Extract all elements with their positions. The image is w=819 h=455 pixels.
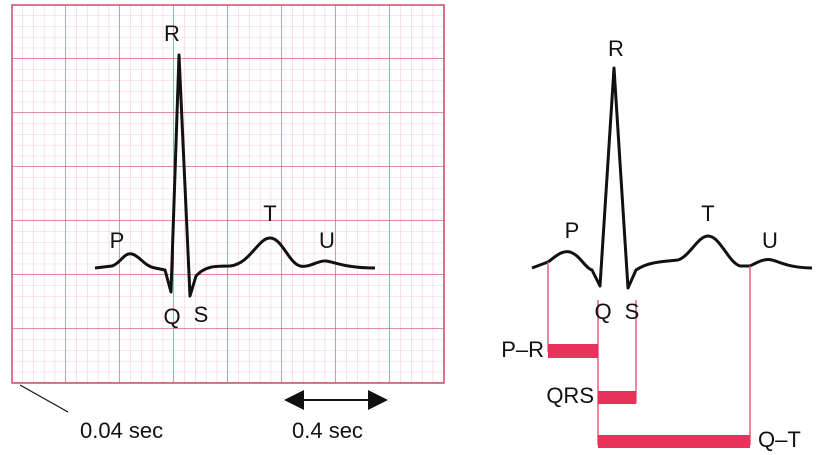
interval-bars [548, 344, 750, 448]
wave-label: S [194, 302, 209, 327]
wave-label: R [608, 36, 624, 61]
scale-label: 0.04 sec [80, 418, 163, 443]
left-waveform [94, 53, 376, 298]
wave-label: P [110, 228, 125, 253]
wave-label: S [625, 299, 640, 324]
wave-label: R [164, 21, 180, 46]
wave-label: U [319, 228, 335, 253]
wave-label: U [762, 228, 778, 253]
wave-label: Q [163, 304, 180, 329]
interval-label: QRS [546, 383, 594, 408]
wave-label: T [263, 201, 276, 226]
right-waveform [531, 66, 813, 290]
interval-lines [547, 262, 751, 445]
wave-label: T [701, 201, 714, 226]
interval-label: P–R [501, 337, 544, 362]
wave-label: P [565, 218, 580, 243]
scale-label: 0.4 sec [292, 418, 363, 443]
wave-label: Q [594, 299, 611, 324]
ecg-grid [11, 4, 445, 384]
interval-label: Q–T [758, 427, 801, 452]
pointer-line [19, 384, 69, 413]
